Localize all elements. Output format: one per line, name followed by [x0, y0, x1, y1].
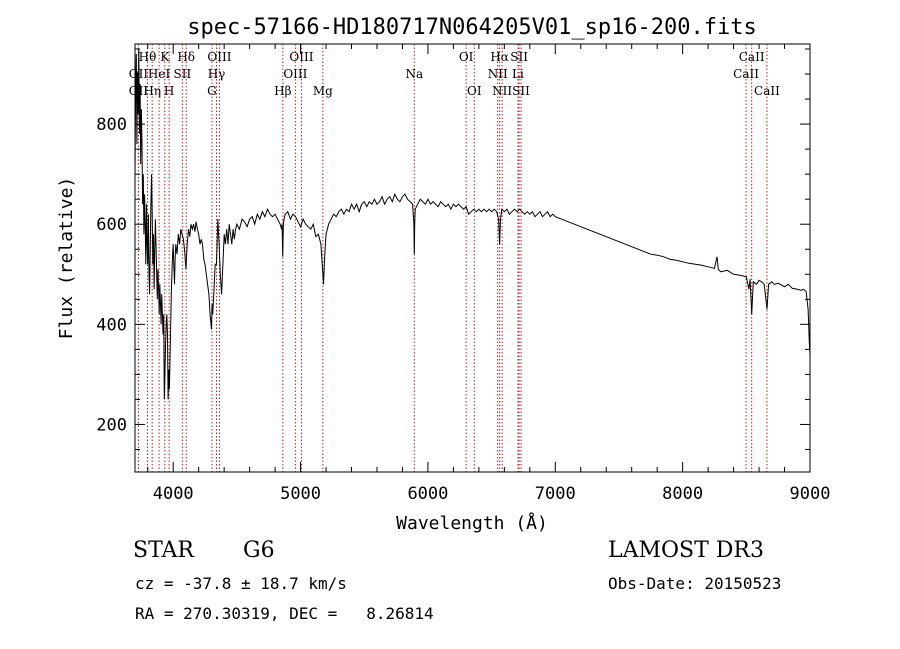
x-axis-label: Wavelength (Å)	[396, 512, 548, 534]
line-label-17: OI	[459, 50, 474, 64]
x-tick-label: 4000	[153, 484, 194, 504]
plot-frame	[134, 43, 811, 473]
line-label-13: OIII	[283, 67, 307, 81]
line-label-7: SII	[174, 67, 192, 81]
axis-tick-labels: 4000 5000 6000 7000 8000 9000 200 400 600 800	[96, 115, 830, 504]
line-label-22: Li	[512, 67, 524, 81]
axis-ticks	[135, 44, 811, 472]
line-label-16: Na	[405, 67, 423, 81]
line-label-18: OI	[467, 84, 482, 98]
y-tick-label: 600	[96, 215, 127, 235]
y-axis-label: Flux (relative)	[56, 177, 77, 340]
spectral-subclass: G6	[243, 538, 275, 563]
chart-title: spec-57166-HD180717N064205V01_sp16-200.f…	[187, 15, 757, 40]
line-label-19: NII	[488, 67, 508, 81]
line-label-9: G	[207, 84, 217, 98]
line-label-3: Hη	[143, 84, 161, 98]
x-tick-label: 6000	[407, 484, 448, 504]
line-label-25: CaII	[733, 67, 759, 81]
survey-name: LAMOST DR3	[608, 538, 764, 563]
line-label-4: HeI	[148, 67, 171, 81]
redshift-info: cz = -37.8 ± 18.7 km/s	[135, 574, 347, 593]
spectral-line-labels: OIIOIIHθHηHeIKHSIIHδGHγOIIIHβOIIIOIIIMgN…	[129, 50, 780, 98]
object-type: STAR	[133, 538, 194, 563]
line-label-10: Hγ	[208, 67, 226, 81]
coordinates: RA = 270.30319, DEC = 8.26814	[135, 604, 434, 623]
line-label-12: Hβ	[274, 84, 291, 98]
y-tick-label: 200	[96, 415, 127, 435]
line-label-6: H	[164, 84, 174, 98]
line-label-21: NII	[492, 84, 512, 98]
y-tick-label: 400	[96, 315, 127, 335]
x-tick-label: 8000	[662, 484, 703, 504]
line-label-11: OIII	[207, 50, 231, 64]
spectrum-line	[134, 48, 811, 400]
line-label-8: Hδ	[177, 50, 195, 64]
y-tick-label: 800	[96, 115, 127, 135]
line-label-26: CaII	[739, 50, 765, 64]
obs-date: Obs-Date: 20150523	[608, 574, 782, 593]
x-tick-label: 9000	[790, 484, 831, 504]
x-tick-label: 5000	[280, 484, 321, 504]
line-label-14: OIII	[289, 50, 313, 64]
line-label-2: Hθ	[139, 50, 157, 64]
line-label-20: Hα	[490, 50, 509, 64]
line-label-5: K	[160, 50, 170, 64]
line-label-15: Mg	[313, 84, 333, 98]
line-label-27: CaII	[754, 84, 780, 98]
spectral-line-markers	[137, 44, 768, 472]
line-label-23: SII	[510, 50, 528, 64]
line-label-24: SII	[512, 84, 530, 98]
x-tick-label: 7000	[535, 484, 576, 504]
